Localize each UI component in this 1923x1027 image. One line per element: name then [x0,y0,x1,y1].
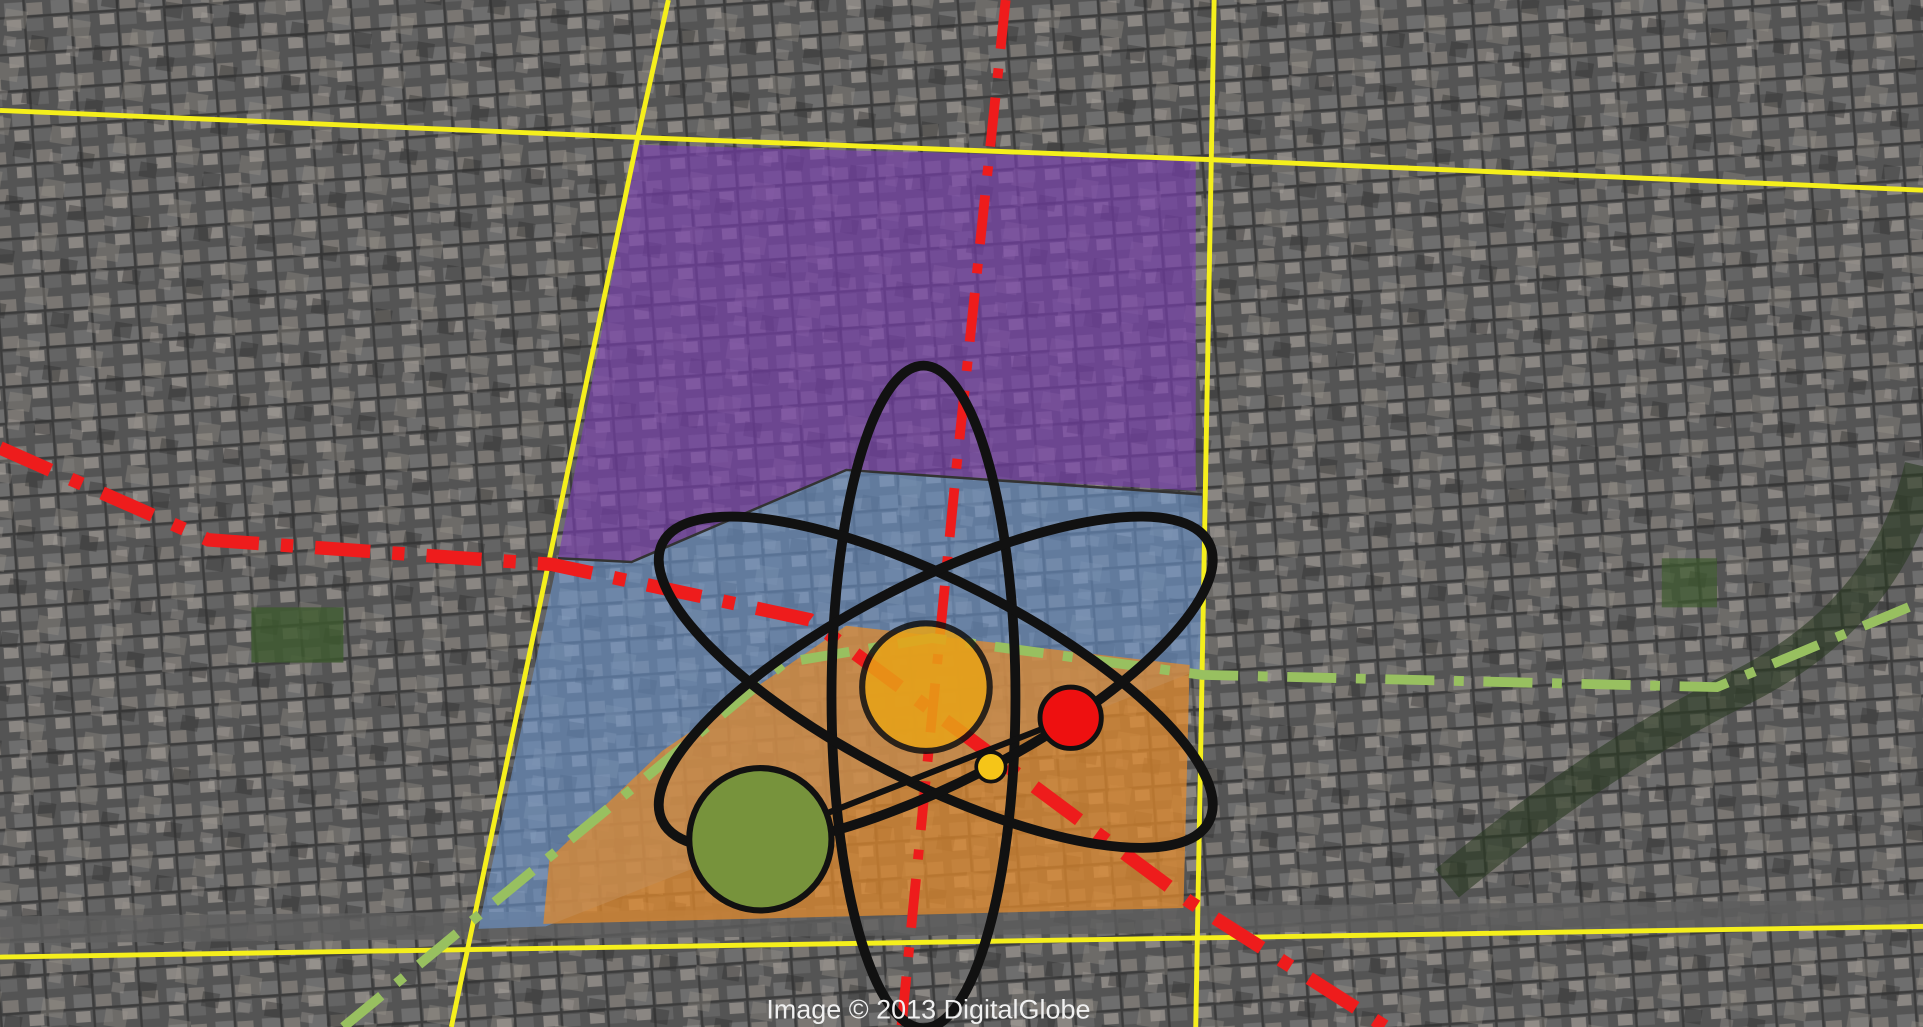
attribution: Image © 2013 DigitalGlobe [766,994,1090,1024]
map: Image © 2013 DigitalGlobe [0,0,1923,1027]
yellow-electron [976,752,1005,781]
orange-nucleus [862,623,990,751]
page: {"attribution": "Image © 2013 DigitalGlo… [0,0,1923,1027]
green-electron [689,768,831,910]
red-electron [1040,687,1101,748]
